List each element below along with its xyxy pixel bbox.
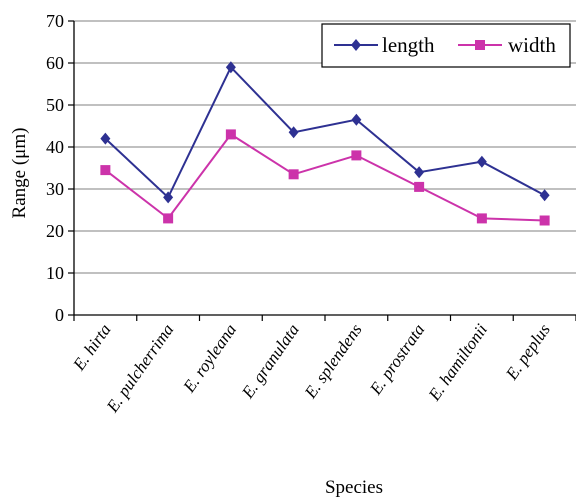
data-point-length (163, 191, 174, 204)
y-tick-label: 10 (46, 263, 64, 283)
series-length (100, 61, 550, 204)
series-line-width (104, 133, 545, 222)
x-tick-label: E. pulcherrima (102, 320, 177, 416)
data-point-width (476, 213, 487, 224)
x-tick-label: E. hirta (69, 320, 115, 374)
y-axis-ticks: 0 10 20 30 40 50 60 70 (46, 11, 74, 325)
x-tick-label: E. granulata (237, 320, 302, 402)
y-tick-label: 60 (46, 53, 64, 73)
legend-length-marker (351, 39, 361, 51)
legend-length-label: length (382, 33, 435, 57)
series-width (100, 129, 550, 226)
data-point-width (351, 150, 362, 161)
legend-width-label: width (508, 33, 556, 57)
legend-box (321, 23, 571, 68)
y-tick-label: 0 (55, 305, 64, 325)
data-point-width (414, 181, 425, 192)
x-tick-label: E. hamiltonii (424, 320, 491, 405)
series-line-length (104, 65, 546, 200)
data-point-length (100, 132, 111, 145)
x-tick-label: E. prostrata (365, 320, 428, 399)
y-tick-label: 40 (46, 137, 64, 157)
x-tick-label: E. royleana (179, 320, 240, 396)
data-point-width (225, 129, 236, 140)
data-point-length (351, 113, 362, 126)
data-point-length (539, 189, 550, 202)
y-axis-title: Range (μm) (9, 128, 30, 219)
y-tick-label: 70 (46, 11, 64, 31)
x-tick-label: E. peplus (501, 320, 554, 384)
legend: length width (321, 23, 571, 68)
data-point-length (225, 61, 236, 74)
y-tick-label: 30 (46, 179, 64, 199)
x-tick-label: E. splendens (300, 320, 366, 402)
x-axis-title: Species (325, 477, 383, 497)
data-point-width (288, 169, 299, 180)
y-tick-label: 20 (46, 221, 64, 241)
data-point-width (100, 165, 111, 176)
legend-width-marker (475, 40, 485, 50)
data-point-length (476, 155, 487, 168)
data-point-length (288, 126, 299, 139)
series-layer (100, 61, 550, 226)
data-point-length (414, 166, 425, 179)
y-tick-label: 50 (46, 95, 64, 115)
data-point-width (539, 215, 550, 226)
data-point-width (163, 213, 174, 224)
